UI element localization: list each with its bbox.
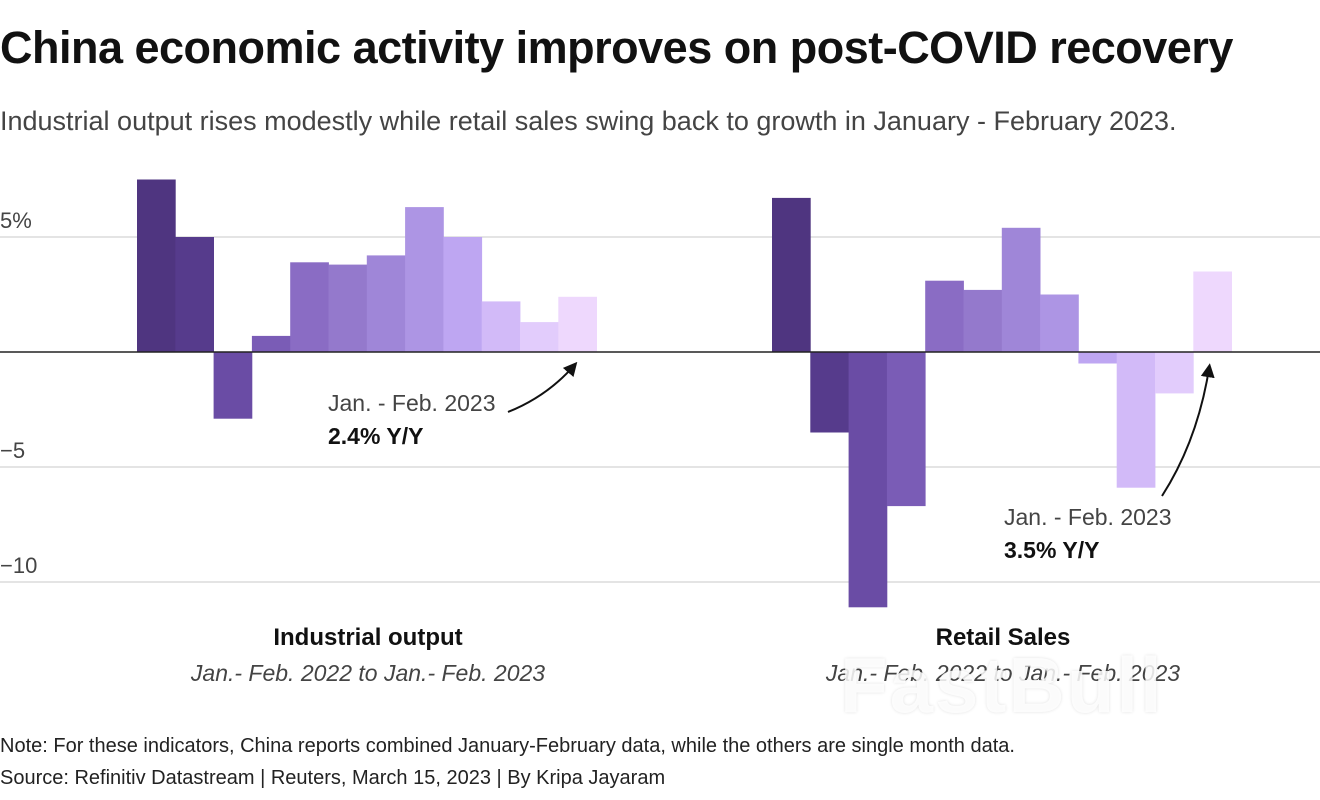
bar: [481, 301, 521, 352]
annotation-date: Jan. - Feb. 2023: [328, 390, 496, 416]
bar: [772, 197, 811, 352]
bar: [1193, 271, 1232, 352]
panel-period: Jan.- Feb. 2022 to Jan.- Feb. 2023: [190, 660, 545, 686]
bar: [290, 262, 329, 352]
y-tick-labels: 5% −5 −10: [0, 208, 37, 578]
bar: [963, 289, 1003, 352]
y-tick-label: 5%: [0, 208, 32, 233]
bars: [137, 179, 1232, 608]
footnote: Note: For these indicators, China report…: [0, 735, 1015, 757]
bar: [810, 352, 849, 433]
annotation-arrow: [1161, 363, 1215, 497]
bar: [558, 296, 597, 352]
source-line: Source: Refinitiv Datastream | Reuters, …: [0, 767, 666, 789]
panel-label: Retail Sales: [936, 624, 1071, 651]
annotation-arrow: [507, 361, 578, 413]
annotation-value: 3.5% Y/Y: [1004, 537, 1099, 563]
bar: [1001, 227, 1041, 352]
bar: [1116, 352, 1156, 488]
bar: [848, 352, 888, 608]
bar: [443, 237, 483, 352]
watermark-logo: FastBull: [840, 641, 1164, 729]
panel-labels: Industrial output Jan.- Feb. 2022 to Jan.…: [190, 624, 1180, 686]
bar: [405, 207, 444, 352]
bar: [213, 352, 253, 419]
panel-period: Jan.- Feb. 2022 to Jan.- Feb. 2023: [825, 660, 1180, 686]
bar: [175, 237, 214, 352]
bar: [1155, 352, 1194, 394]
annotation-date: Jan. - Feb. 2023: [1004, 504, 1172, 530]
bar: [1078, 352, 1118, 364]
chart-title: China economic activity improves on post…: [0, 22, 1233, 73]
bar: [137, 179, 176, 352]
chart-subtitle: Industrial output rises modestly while r…: [0, 106, 1177, 136]
y-tick-label: −10: [0, 553, 37, 578]
gridlines: [0, 236, 1320, 583]
bar: [925, 280, 964, 352]
bar: [1040, 294, 1079, 352]
bar: [366, 255, 406, 352]
panel-label: Industrial output: [273, 624, 462, 651]
bar: [886, 352, 926, 507]
bar: [520, 322, 559, 352]
bar: [328, 264, 368, 352]
bar: [251, 335, 291, 352]
annotations: Jan. - Feb. 2023 2.4% Y/Y Jan. - Feb. 2023…: [328, 361, 1215, 563]
annotation-value: 2.4% Y/Y: [328, 423, 423, 449]
y-tick-label: −5: [0, 438, 25, 463]
